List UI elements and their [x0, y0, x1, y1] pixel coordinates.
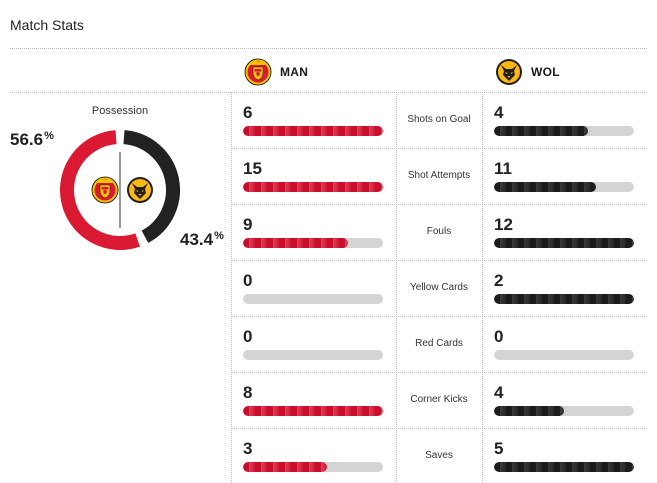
away-stat-value: 4 [494, 383, 504, 402]
away-possession-arc [123, 130, 180, 243]
home-stat-value: 3 [243, 439, 253, 458]
away-stat-bar-fill [494, 182, 597, 192]
home-stat-bar [243, 294, 383, 304]
home-stat-bar [243, 238, 383, 248]
away-possession-value: 43.4% [180, 230, 224, 250]
away-stat-bar [494, 406, 634, 416]
stat-label: Red Cards [415, 338, 463, 349]
away-team-abbr: WOL [531, 65, 560, 79]
divider [232, 148, 647, 149]
home-possession-arc [60, 130, 140, 250]
divider [10, 48, 647, 49]
home-stat-bar [243, 126, 383, 136]
match-stats-title: Match Stats [10, 17, 84, 33]
divider [232, 372, 647, 373]
percent-sign: % [214, 230, 224, 242]
home-possession-number: 56.6 [10, 130, 44, 149]
wolves-crest-icon [127, 177, 153, 203]
home-stat-value: 0 [243, 327, 253, 346]
away-stat-value: 2 [494, 271, 504, 290]
percent-sign: % [44, 130, 54, 142]
stat-label: Saves [425, 450, 453, 461]
home-stat-bar-fill [243, 406, 383, 416]
away-stat-bar-fill [494, 462, 634, 472]
home-stat-value: 6 [243, 103, 253, 122]
stat-label: Yellow Cards [410, 282, 468, 293]
home-possession-value: 56.6% [10, 130, 54, 150]
possession-label: Possession [91, 105, 149, 117]
home-stat-bar-fill [243, 462, 327, 472]
away-stat-bar [494, 182, 634, 192]
stat-row: 0 Yellow Cards 2 [232, 260, 647, 316]
stat-label: Shot Attempts [407, 170, 471, 181]
away-possession-number: 43.4 [180, 230, 214, 249]
away-stat-bar-fill [494, 406, 564, 416]
away-stat-value: 4 [494, 103, 504, 122]
home-team-abbr: MAN [280, 65, 309, 79]
away-stat-value: 11 [494, 159, 512, 178]
home-stat-bar-fill [243, 182, 383, 192]
away-stat-bar-fill [494, 294, 634, 304]
home-stat-bar [243, 182, 383, 192]
away-stat-bar [494, 238, 634, 248]
stat-label: Shots on Goal [407, 114, 471, 125]
home-stat-value: 15 [243, 159, 262, 178]
divider [482, 92, 483, 483]
home-stat-value: 8 [243, 383, 253, 402]
divider [10, 92, 647, 93]
home-team-header: MAN [244, 58, 308, 86]
stat-row: 6 Shots on Goal 4 [232, 92, 647, 148]
divider [232, 204, 647, 205]
stat-label: Corner Kicks [410, 394, 468, 405]
possession-donut [60, 130, 180, 250]
manchester-united-crest-icon [244, 58, 272, 86]
divider [232, 316, 647, 317]
home-stat-bar-fill [243, 126, 383, 136]
divider [396, 92, 397, 483]
away-stat-bar-fill [494, 238, 634, 248]
stat-row: 3 Saves 5 [232, 428, 647, 483]
manchester-united-crest-icon [91, 176, 119, 204]
away-stat-bar-fill [494, 126, 588, 136]
stat-row: 9 Fouls 12 [232, 204, 647, 260]
away-team-header: WOL [495, 58, 560, 86]
home-stat-bar [243, 350, 383, 360]
stat-row: 8 Corner Kicks 4 [232, 372, 647, 428]
home-stat-value: 9 [243, 215, 253, 234]
away-stat-bar [494, 294, 634, 304]
home-stat-bar [243, 462, 383, 472]
wolves-crest-icon [496, 59, 522, 85]
home-stat-bar-fill [243, 238, 348, 248]
stat-row: 15 Shot Attempts 11 [232, 148, 647, 204]
away-stat-bar [494, 350, 634, 360]
home-stat-bar [243, 406, 383, 416]
divider [232, 428, 647, 429]
away-stat-bar [494, 126, 634, 136]
stat-row: 0 Red Cards 0 [232, 316, 647, 372]
away-stat-value: 5 [494, 439, 504, 458]
home-stat-value: 0 [243, 271, 253, 290]
divider [231, 92, 232, 483]
away-stat-value: 12 [494, 215, 513, 234]
divider [232, 260, 647, 261]
stat-label: Fouls [426, 226, 452, 237]
away-stat-bar [494, 462, 634, 472]
away-stat-value: 0 [494, 327, 504, 346]
